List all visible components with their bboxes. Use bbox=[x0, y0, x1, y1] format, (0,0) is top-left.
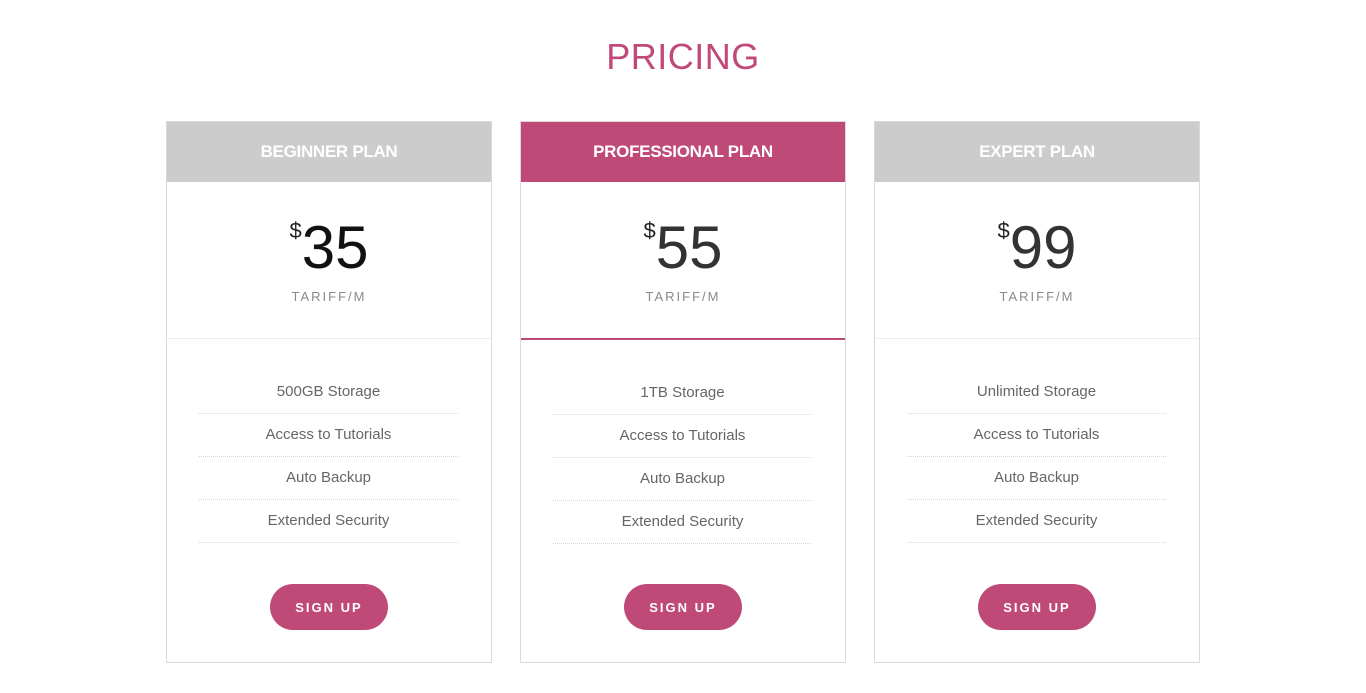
sign-up-button[interactable]: SIGN UP bbox=[978, 584, 1096, 630]
price-block: $35 TARIFF/M bbox=[167, 182, 491, 339]
sign-up-button[interactable]: SIGN UP bbox=[624, 584, 742, 630]
sign-up-button[interactable]: SIGN UP bbox=[270, 584, 388, 630]
feature-list: 1TB Storage Access to Tutorials Auto Backu… bbox=[553, 372, 812, 544]
price-block: $55 TARIFF/M bbox=[521, 182, 845, 340]
page-title: PRICING bbox=[606, 36, 760, 77]
feature-item: 500GB Storage bbox=[199, 371, 458, 414]
price-amount: 55 bbox=[655, 214, 723, 281]
feature-item: Access to Tutorials bbox=[553, 415, 812, 458]
price-amount: 35 bbox=[301, 214, 369, 281]
pricing-card: BEGINNER PLAN $35 TARIFF/M 500GB Storage… bbox=[166, 121, 492, 663]
pricing-card: EXPERT PLAN $99 TARIFF/M Unlimited Stora… bbox=[874, 121, 1200, 663]
feature-item: Unlimited Storage bbox=[907, 371, 1166, 414]
feature-item: Extended Security bbox=[907, 500, 1166, 543]
price-period: TARIFF/M bbox=[645, 289, 721, 304]
feature-list: 500GB Storage Access to Tutorials Auto Bac… bbox=[199, 371, 458, 543]
feature-item: Auto Backup bbox=[199, 457, 458, 500]
currency-symbol: $ bbox=[643, 218, 656, 243]
price-period: TARIFF/M bbox=[999, 289, 1075, 304]
feature-item: Extended Security bbox=[199, 500, 458, 543]
feature-item: Extended Security bbox=[553, 501, 812, 544]
price-period: TARIFF/M bbox=[291, 289, 367, 304]
feature-list: Unlimited Storage Access to Tutorials Auto… bbox=[907, 371, 1166, 543]
feature-item: Access to Tutorials bbox=[199, 414, 458, 457]
feature-item: Access to Tutorials bbox=[907, 414, 1166, 457]
feature-item: 1TB Storage bbox=[553, 372, 812, 415]
plan-name: EXPERT PLAN bbox=[875, 122, 1199, 182]
pricing-card: PROFESSIONAL PLAN $55 TARIFF/M 1TB Stora… bbox=[520, 121, 846, 663]
feature-item: Auto Backup bbox=[907, 457, 1166, 500]
plan-name: BEGINNER PLAN bbox=[167, 122, 491, 182]
price-block: $99 TARIFF/M bbox=[875, 182, 1199, 339]
currency-symbol: $ bbox=[997, 218, 1010, 243]
currency-symbol: $ bbox=[289, 218, 302, 243]
price-amount: 99 bbox=[1009, 214, 1077, 281]
plan-name: PROFESSIONAL PLAN bbox=[521, 122, 845, 182]
feature-item: Auto Backup bbox=[553, 458, 812, 501]
